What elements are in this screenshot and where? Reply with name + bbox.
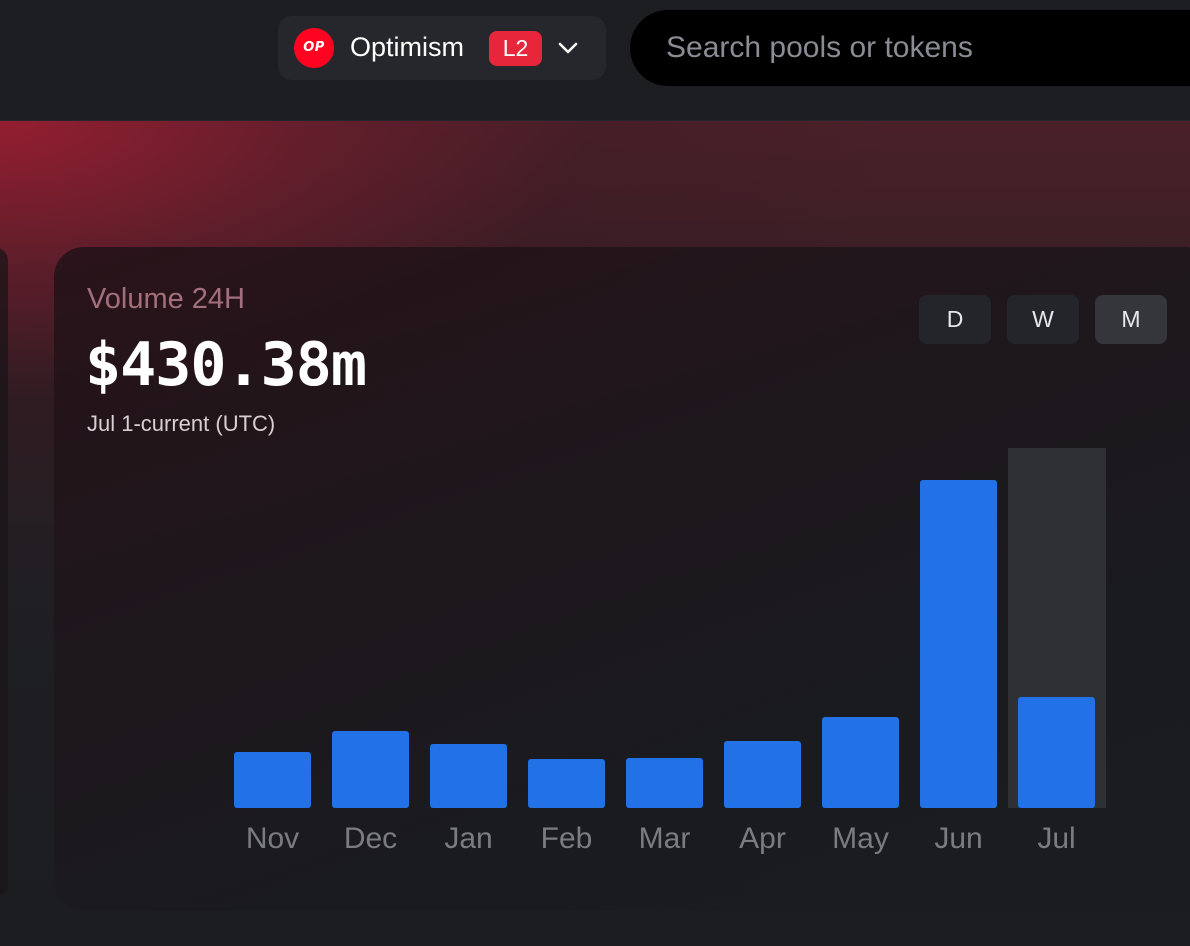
x-tick-label-jan: Jan — [444, 822, 492, 855]
volume-value: $430.38m — [85, 330, 367, 400]
toggle-monthly-button[interactable]: M — [1095, 295, 1167, 344]
bar-jul[interactable] — [1018, 697, 1095, 808]
x-tick-label-jun: Jun — [934, 822, 982, 855]
toggle-daily-button[interactable]: D — [919, 295, 991, 344]
x-tick-label-feb: Feb — [541, 822, 593, 855]
previous-card-edge — [0, 247, 8, 897]
network-name: Optimism — [350, 32, 464, 62]
x-tick-label-dec: Dec — [344, 822, 397, 855]
bar-jun[interactable] — [920, 480, 997, 808]
bar-apr[interactable] — [724, 741, 801, 808]
optimism-logo-icon: OP — [294, 28, 334, 68]
search-box[interactable] — [630, 10, 1190, 86]
x-tick-label-nov: Nov — [246, 822, 299, 855]
volume-bar-chart: Nov Dec Jan Feb Mar Apr May Jun Jul — [234, 448, 1106, 855]
search-input[interactable] — [666, 26, 1186, 70]
x-tick-label-may: May — [832, 822, 889, 855]
bar-feb[interactable] — [528, 759, 605, 808]
bar-may[interactable] — [822, 717, 899, 808]
date-range-label: Jul 1-current (UTC) — [87, 411, 276, 436]
bar-jan[interactable] — [430, 744, 507, 808]
x-tick-label-mar: Mar — [639, 822, 691, 855]
bar-nov[interactable] — [234, 752, 311, 808]
top-header: OP Optimism L2 — [0, 0, 1190, 121]
l2-badge: L2 — [489, 31, 542, 66]
chevron-down-icon[interactable] — [556, 36, 580, 60]
card-label: Volume 24H — [87, 283, 245, 315]
bar-mar[interactable] — [626, 758, 703, 808]
network-selector[interactable]: OP Optimism L2 — [278, 16, 606, 80]
toggle-weekly-button[interactable]: W — [1007, 295, 1079, 344]
volume-card: Volume 24H $430.38m Jul 1-current (UTC) … — [54, 247, 1190, 911]
x-tick-label-jul: Jul — [1037, 822, 1075, 855]
bar-dec[interactable] — [332, 731, 409, 808]
x-tick-label-apr: Apr — [739, 822, 786, 855]
